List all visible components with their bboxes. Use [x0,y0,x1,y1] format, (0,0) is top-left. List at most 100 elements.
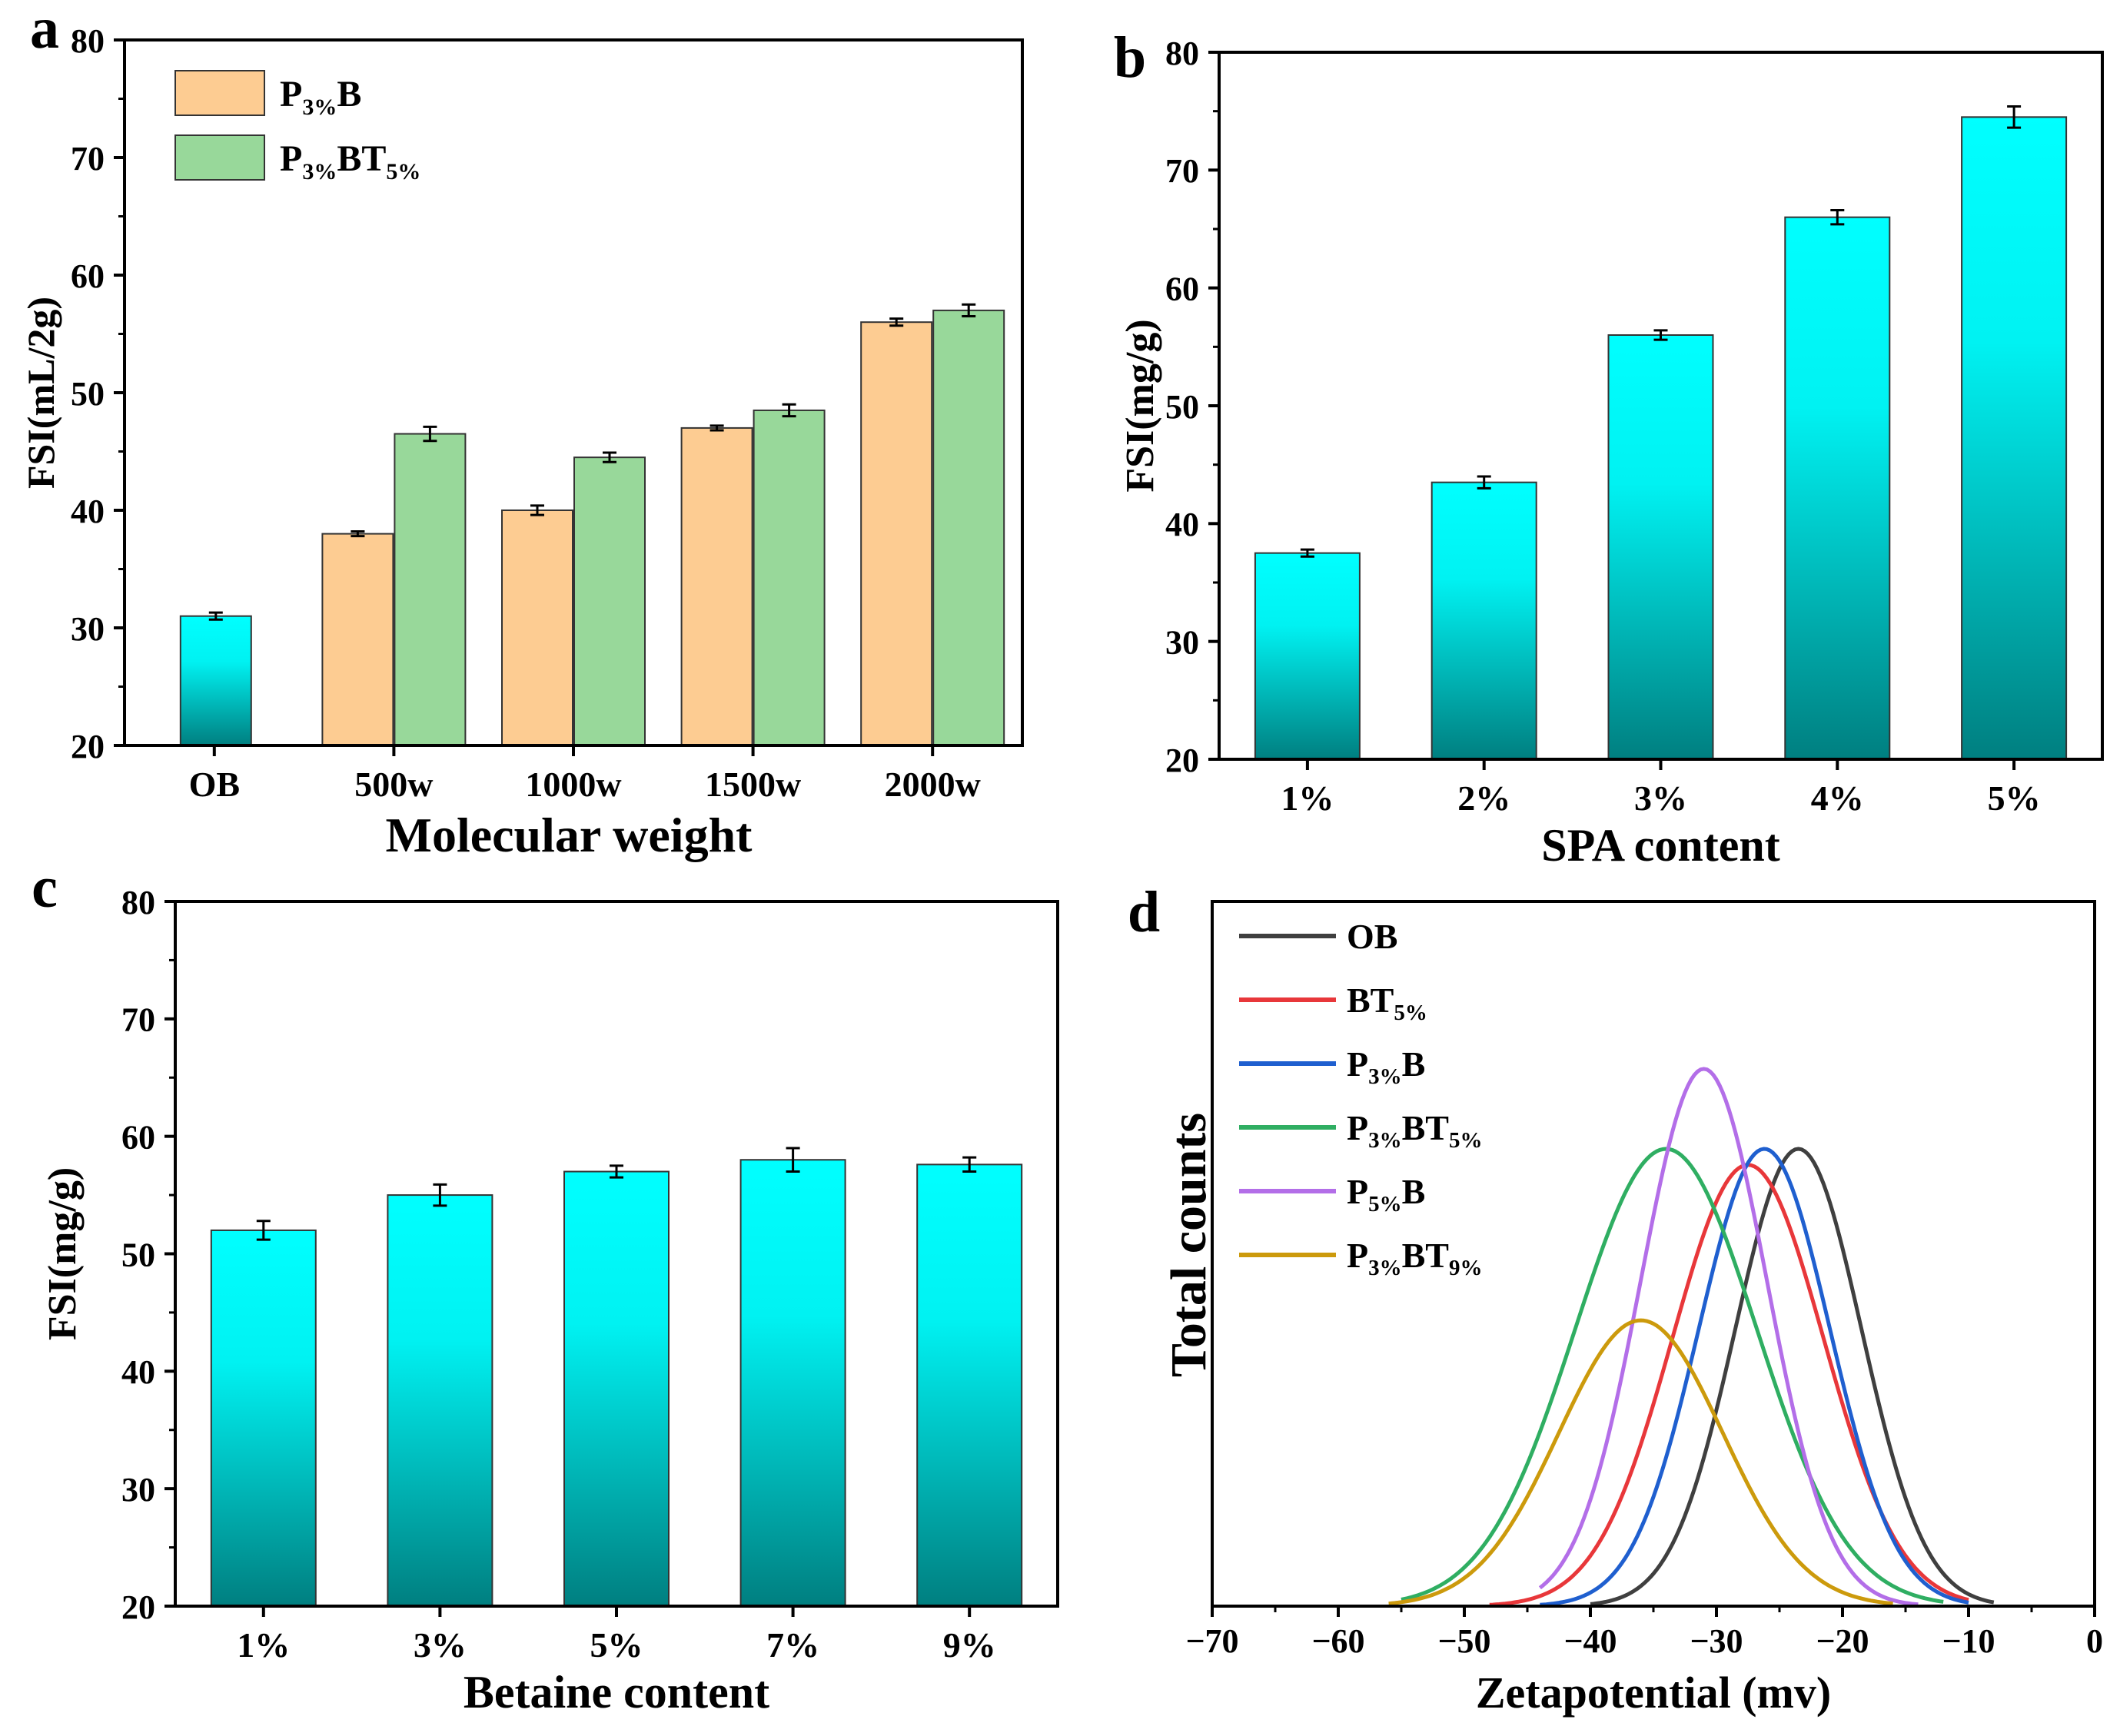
y-tick-label: 30 [121,1471,155,1509]
x-tick-label: −50 [1437,1622,1490,1660]
legend-label-part: B [1402,1044,1426,1084]
legend-label-part: BT [1402,1108,1449,1147]
x-tick-label: −30 [1690,1622,1743,1660]
bar-9% [916,1163,1023,1607]
legend-label: P5%B [1347,1172,1425,1217]
bar-2% [1431,481,1537,761]
x-tick-label: −40 [1563,1622,1617,1660]
x-tick-label: −70 [1185,1622,1238,1660]
legend-label: P3%BT5% [1347,1108,1482,1153]
legend-label-part: 5% [1394,1001,1427,1025]
bar-P3%BT5%-2000w [932,309,1005,746]
bar-7% [739,1159,846,1607]
y-tick-label: 70 [71,140,105,178]
bar-OB [179,615,252,747]
legend-swatch [174,70,265,116]
x-tick-label: −10 [1942,1622,1995,1660]
y-tick-label: 30 [1165,624,1199,662]
bar-4% [1784,216,1891,760]
y-tick-label: 40 [71,493,105,530]
bar-3% [387,1194,493,1608]
legend-label-part: 3% [1368,1128,1402,1153]
x-tick-label: 0 [2086,1622,2103,1660]
bar-1% [1254,552,1361,761]
panel-d: −70 −60 −50 −40 −30 −20 −10 0OBBT5%P3%BP3%BT5%P… [1128,880,2103,1718]
y-tick-label: 60 [71,257,105,295]
legend-label-part: 3% [1368,1256,1402,1280]
legend-label-part: P [1347,1044,1368,1084]
y-tick-label: 20 [1165,742,1199,779]
bar-P3%BT5%-1500w [753,409,826,746]
curve-P3%BT5% [1401,1147,1944,1604]
legend-label-part: 3% [302,159,337,184]
y-tick-label: 80 [71,22,105,60]
legend-label-part: B [1402,1172,1426,1211]
bar-1% [210,1229,317,1608]
legend-label-part: 5% [1368,1192,1402,1217]
x-tick-label: 1% [237,1625,290,1665]
legend-label: P3%BT9% [1347,1236,1482,1280]
x-axis-title: SPA content [1541,820,1780,871]
x-tick-label: 5% [590,1625,643,1665]
legend-label: BT5% [1347,981,1427,1025]
x-tick-label: 3% [414,1625,467,1665]
x-axis-title: Zetapotential (mv) [1476,1668,1831,1718]
y-tick-label: 40 [121,1353,155,1391]
curve-BT5% [1489,1163,1969,1607]
x-tick-label: 500w [354,765,433,804]
legend-label: P3%B [280,74,361,120]
plot-frame [1218,51,2104,761]
x-tick-label: 1500w [705,765,801,804]
legend-label-part: P [1347,1108,1368,1147]
legend-label-part: BT [337,138,386,179]
curve-P5%B [1538,1067,1919,1607]
y-tick-label: 60 [1165,271,1199,308]
x-tick-label: 5% [1988,778,2041,818]
panel-letter-d: d [1128,880,1160,944]
bar-P3%BT5%-500w [394,433,467,746]
bar-5% [1961,116,2068,761]
x-tick-label: 1% [1281,778,1334,818]
x-tick-label: 4% [1811,778,1864,818]
bar-3% [1607,334,1714,760]
legend-label-part: 5% [1449,1128,1483,1153]
curve-OB [1590,1147,1995,1606]
bar-P3%B-2000w [860,321,933,746]
legend-label-part: OB [1347,917,1397,956]
legend-label-part: BT [1347,981,1394,1020]
y-axis-title: FSI(mg/g) [1118,319,1162,492]
plot-frame [1211,900,2096,1608]
y-tick-label: 70 [121,1001,155,1039]
x-tick-label: 2000w [885,765,981,804]
legend-label-part: B [337,74,361,115]
curve-P3%BT9% [1388,1318,1893,1606]
plot-frame [123,38,1024,747]
panel-letter-b: b [1114,25,1146,90]
legend-label: P3%BT5% [280,138,420,184]
y-tick-label: 80 [1165,35,1199,72]
curve-P3%B [1540,1147,1969,1607]
x-tick-label: 3% [1634,778,1687,818]
panel-letter-a: a [30,0,59,61]
x-tick-label: 2% [1457,778,1510,818]
x-tick-label: −60 [1311,1622,1364,1660]
y-axis-title: FSI(mL/2g) [19,297,62,489]
y-tick-label: 20 [121,1588,155,1626]
legend-label-part: 3% [302,95,337,120]
y-tick-label: 70 [1165,152,1199,190]
y-tick-label: 50 [71,375,105,413]
bar-P3%B-1000w [501,510,573,746]
plot-frame [174,900,1059,1608]
legend-label-part: BT [1402,1236,1449,1275]
x-tick-label: 1000w [525,765,621,804]
legend-label-part: 9% [1449,1256,1483,1280]
legend-label-part: P [1347,1236,1368,1275]
y-tick-label: 60 [121,1119,155,1157]
legend-label-part: P [280,138,302,179]
x-tick-label: OB [189,765,240,804]
y-tick-label: 20 [71,728,105,765]
x-axis-title: Molecular weight [386,808,753,862]
y-axis-title: Total counts [1161,1113,1217,1377]
